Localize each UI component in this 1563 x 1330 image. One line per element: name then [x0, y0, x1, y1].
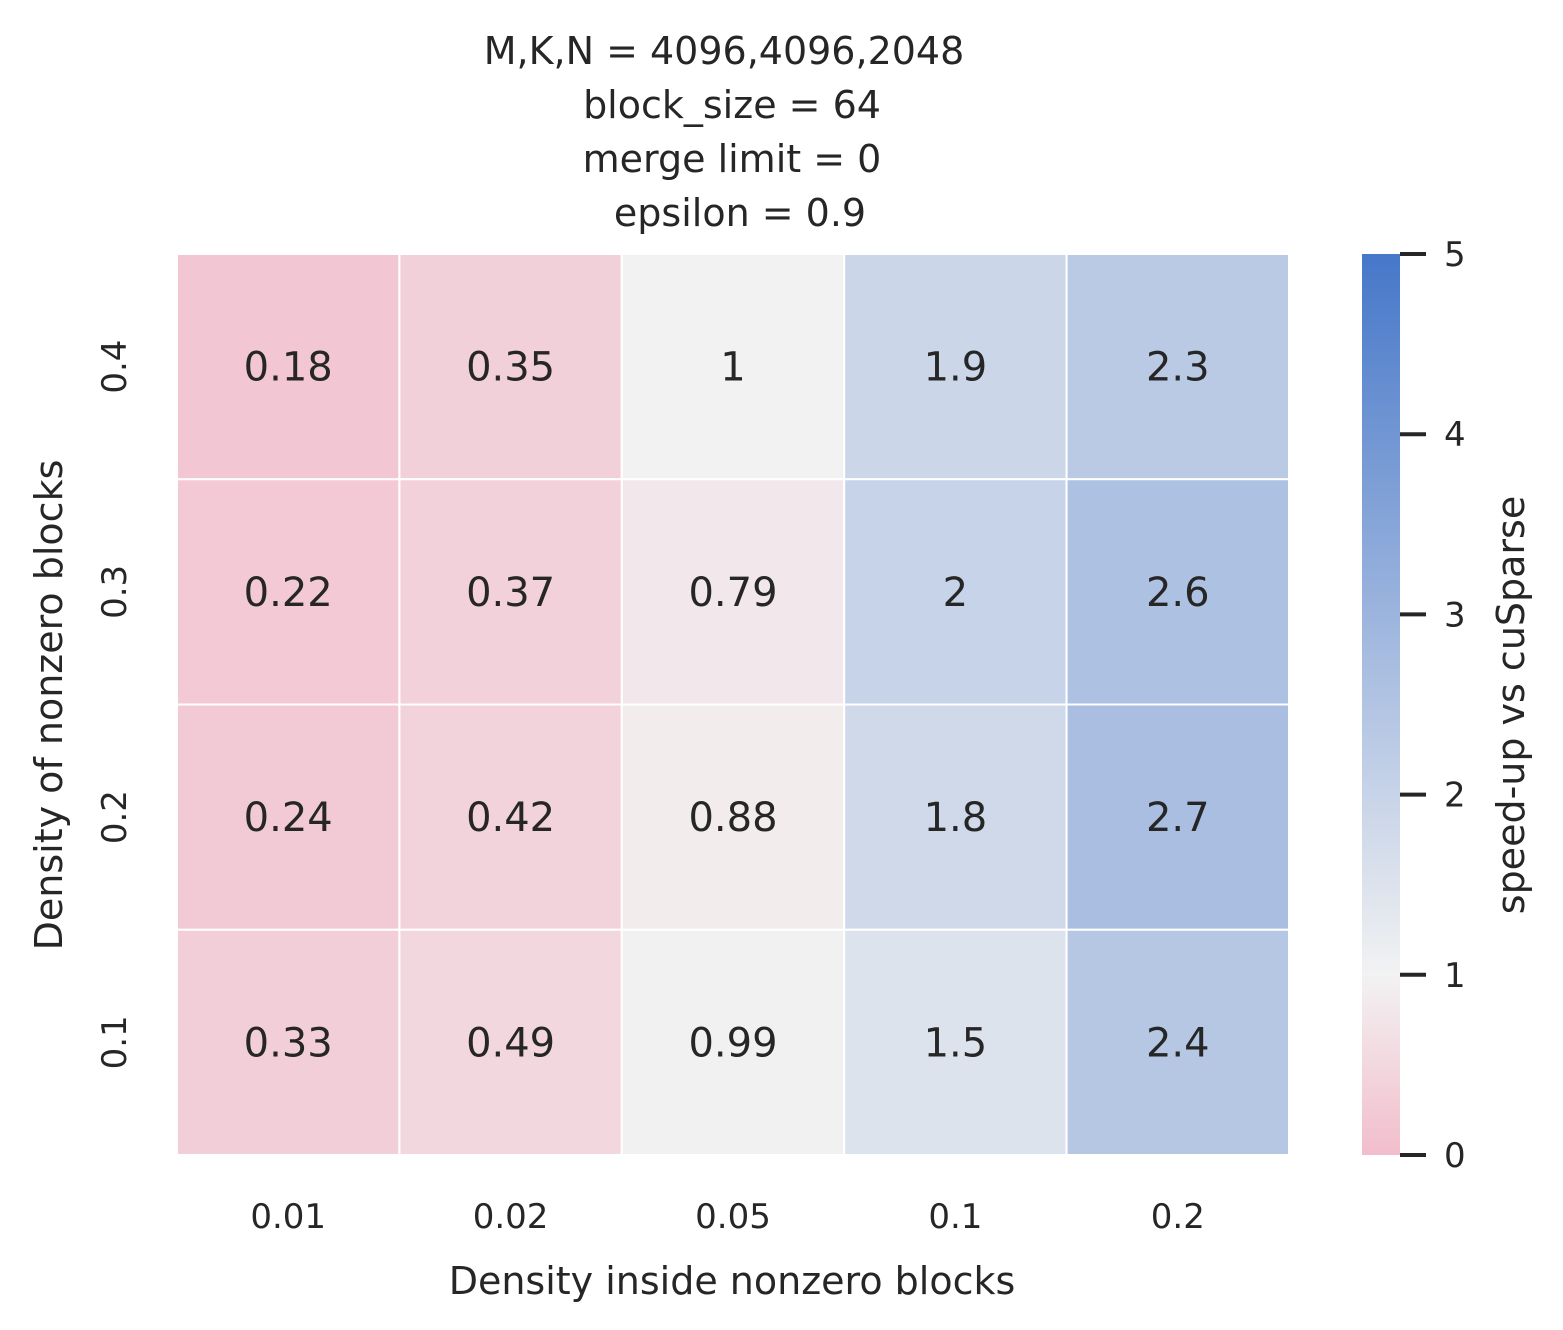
colorbar-tick-label: 5 [1444, 235, 1466, 275]
cell-value-r1-c1: 0.37 [466, 570, 555, 616]
cell-value-r1-c2: 0.79 [688, 570, 777, 616]
cell-value-r3-c0: 0.33 [244, 1020, 333, 1066]
heatmap-cell-r1-c2 [620, 478, 846, 706]
heatmap-cell-r3-c0 [176, 928, 401, 1156]
x-tick-label: 0.01 [250, 1197, 326, 1237]
colorbar-tick-label: 4 [1444, 415, 1466, 455]
cell-value-r3-c1: 0.49 [466, 1020, 555, 1066]
cell-value-r3-c3: 1.5 [924, 1020, 988, 1066]
title-line-1: M,K,N = 4096,4096,2048 [484, 29, 965, 73]
heatmap-cell-r3-c3 [843, 928, 1068, 1156]
heatmap-cells: 0.18 0.35 1 1.9 2.3 0.22 0.37 0.79 2 2.6 0.24 0.42 0… [176, 253, 1290, 1156]
heatmap-cell-r0-c1 [398, 253, 623, 481]
colorbar: 0 1 2 3 4 5 speed-up vs cuSparse [1362, 235, 1533, 1176]
cell-value-r0-c3: 1.9 [924, 345, 988, 391]
title-line-2: block_size = 64 [583, 83, 881, 127]
x-tick-label: 0.2 [1151, 1197, 1205, 1237]
cell-value-r1-c3: 2 [943, 570, 968, 616]
x-tick-label: 0.1 [928, 1197, 982, 1237]
heatmap-cell-r2-c4 [1065, 703, 1290, 931]
cell-value-r2-c2: 0.88 [688, 795, 777, 841]
heatmap-cell-r3-c2 [620, 928, 846, 1156]
cell-value-r0-c0: 0.18 [244, 345, 333, 391]
y-tick-label: 0.1 [95, 1015, 135, 1069]
colorbar-gradient [1362, 254, 1400, 1155]
x-tick-label: 0.02 [473, 1197, 549, 1237]
cell-value-r3-c4: 2.4 [1146, 1020, 1210, 1066]
x-tick-label: 0.05 [695, 1197, 771, 1237]
y-tick-label: 0.2 [95, 790, 135, 844]
heatmap-cell-r0-c0 [176, 253, 401, 481]
title-line-3: merge limit = 0 [583, 137, 882, 181]
y-axis-label: Density of nonzero blocks [27, 460, 71, 951]
colorbar-tick-label: 3 [1444, 595, 1466, 635]
heatmap-cell-r0-c3 [843, 253, 1068, 481]
heatmap-cell-r2-c2 [620, 703, 846, 931]
cell-value-r2-c3: 1.8 [924, 795, 988, 841]
heatmap-cell-r0-c2 [620, 253, 846, 481]
heatmap-cell-r2-c1 [398, 703, 623, 931]
colorbar-tick-label: 2 [1444, 776, 1466, 816]
colorbar-tick-label: 0 [1444, 1136, 1466, 1176]
heatmap-cell-r3-c1 [398, 928, 623, 1156]
x-axis-ticks: 0.01 0.02 0.05 0.1 0.2 [250, 1197, 1204, 1237]
heatmap-cell-r2-c3 [843, 703, 1068, 931]
chart-title: M,K,N = 4096,4096,2048 block_size = 64 m… [484, 29, 965, 235]
heatmap-cell-r1-c0 [176, 478, 401, 706]
y-tick-label: 0.3 [95, 565, 135, 619]
x-axis-label: Density inside nonzero blocks [449, 1259, 1016, 1303]
cell-value-r1-c0: 0.22 [244, 570, 333, 616]
cell-value-r1-c4: 2.6 [1146, 570, 1210, 616]
heatmap-cell-r0-c4 [1065, 253, 1290, 481]
heatmap-cell-r3-c4 [1065, 928, 1290, 1156]
cell-value-r2-c0: 0.24 [244, 795, 333, 841]
y-axis-ticks: 0.4 0.3 0.2 0.1 [95, 340, 135, 1070]
colorbar-label: speed-up vs cuSparse [1489, 496, 1533, 914]
cell-value-r3-c2: 0.99 [688, 1020, 777, 1066]
cell-value-r0-c1: 0.35 [466, 345, 555, 391]
heatmap-cell-r1-c4 [1065, 478, 1290, 706]
title-line-4: epsilon = 0.9 [614, 191, 866, 235]
colorbar-tick-label: 1 [1444, 956, 1466, 996]
cell-value-r0-c4: 2.3 [1146, 345, 1210, 391]
y-tick-label: 0.4 [95, 340, 135, 394]
cell-value-r2-c1: 0.42 [466, 795, 555, 841]
colorbar-ticks: 0 1 2 3 4 5 [1400, 235, 1466, 1176]
cell-value-r2-c4: 2.7 [1146, 795, 1210, 841]
cell-value-r0-c2: 1 [720, 345, 745, 391]
